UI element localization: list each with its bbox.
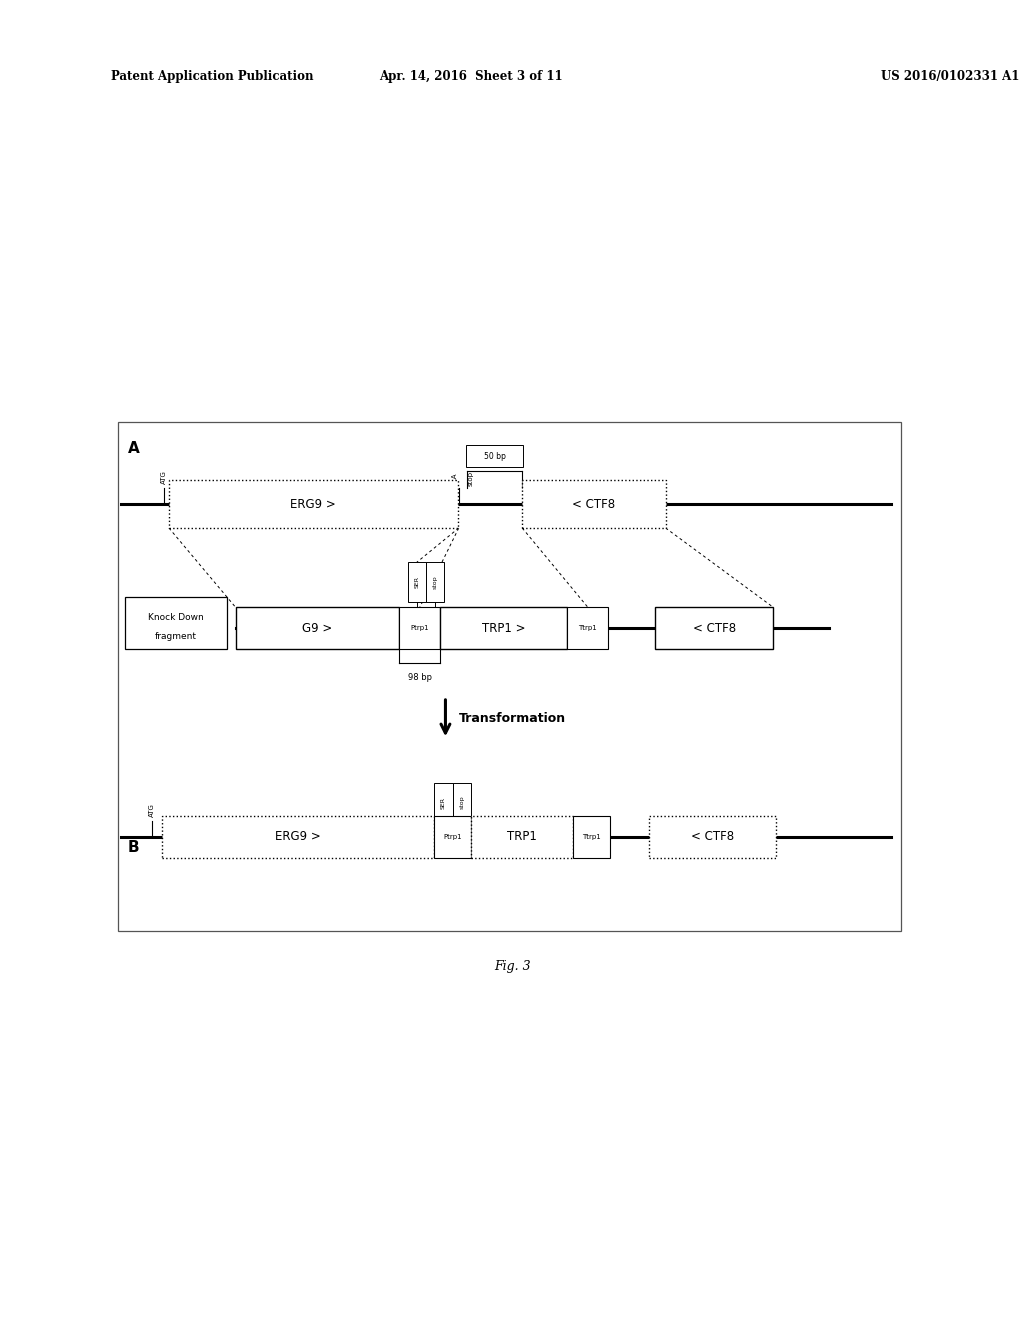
Text: B: B: [128, 840, 139, 855]
Text: A: A: [128, 441, 139, 457]
Text: ATG: ATG: [148, 803, 155, 817]
Text: Transformation: Transformation: [459, 711, 566, 725]
Text: Ptrp1: Ptrp1: [443, 834, 462, 840]
Bar: [408, 562, 426, 602]
Bar: [453, 783, 471, 822]
Text: Ptrp1: Ptrp1: [411, 626, 429, 631]
Text: < CTF8: < CTF8: [691, 830, 734, 843]
Bar: [466, 445, 523, 467]
Text: stop: stop: [468, 471, 474, 486]
Text: 50 bp: 50 bp: [483, 451, 506, 461]
Text: SER: SER: [415, 576, 419, 589]
Text: 98 bp: 98 bp: [408, 673, 432, 682]
Bar: [471, 816, 573, 858]
Bar: [440, 607, 567, 649]
Bar: [434, 816, 471, 858]
Bar: [567, 607, 608, 649]
Text: ATG: ATG: [161, 470, 167, 484]
Bar: [573, 816, 610, 858]
Bar: [118, 422, 901, 931]
Text: TRP1: TRP1: [507, 830, 538, 843]
Text: G9 >: G9 >: [302, 622, 333, 635]
Text: ALA: ALA: [452, 473, 458, 486]
Text: Patent Application Publication: Patent Application Publication: [111, 70, 313, 83]
Text: Ttrp1: Ttrp1: [579, 626, 597, 631]
Text: stop: stop: [433, 576, 437, 589]
Bar: [162, 816, 434, 858]
Bar: [125, 597, 227, 649]
Text: SER: SER: [441, 796, 445, 809]
Text: stop: stop: [460, 796, 464, 809]
Text: < CTF8: < CTF8: [692, 622, 736, 635]
Bar: [399, 607, 440, 649]
Bar: [169, 480, 458, 528]
Text: fragment: fragment: [155, 632, 198, 640]
Bar: [434, 783, 453, 822]
Text: Knock Down: Knock Down: [148, 614, 204, 622]
Text: US 2016/0102331 A1: US 2016/0102331 A1: [881, 70, 1019, 83]
Text: Ttrp1: Ttrp1: [583, 834, 601, 840]
Bar: [522, 480, 666, 528]
Text: TRP1 >: TRP1 >: [482, 622, 525, 635]
Bar: [655, 607, 773, 649]
Text: Fig. 3: Fig. 3: [494, 960, 530, 973]
Bar: [236, 607, 399, 649]
Text: < CTF8: < CTF8: [572, 498, 615, 511]
Text: ERG9 >: ERG9 >: [275, 830, 321, 843]
Bar: [426, 562, 444, 602]
Text: ERG9 >: ERG9 >: [291, 498, 336, 511]
Text: Apr. 14, 2016  Sheet 3 of 11: Apr. 14, 2016 Sheet 3 of 11: [379, 70, 563, 83]
Bar: [649, 816, 776, 858]
